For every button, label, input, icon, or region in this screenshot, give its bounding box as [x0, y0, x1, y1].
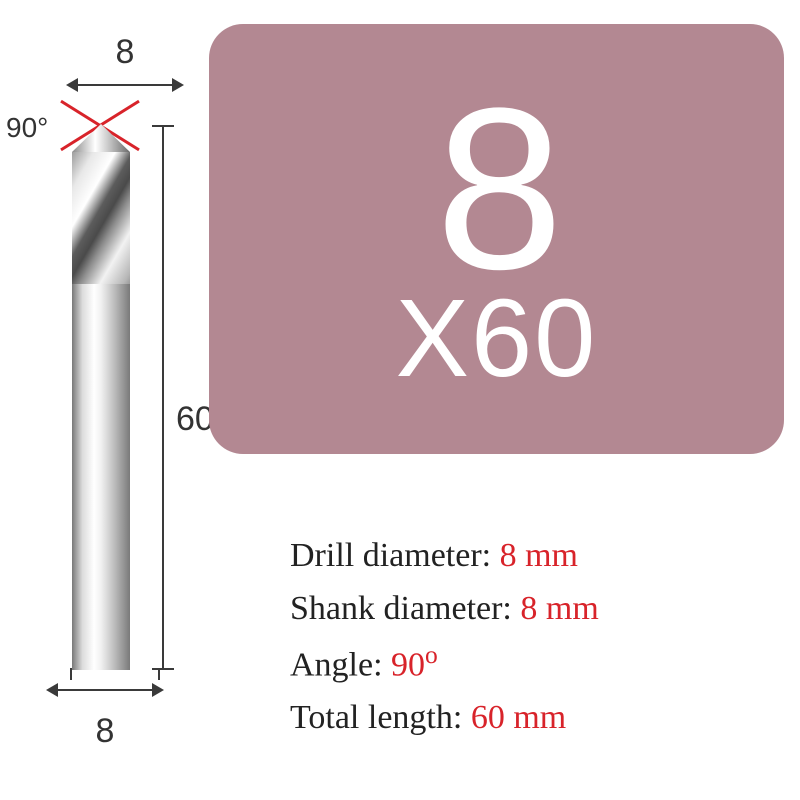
bottom-width-arrows: [40, 680, 170, 700]
spec-line: Drill diameter: 8 mm: [290, 530, 780, 583]
spec-value: 8 mm: [520, 590, 598, 627]
spec-value: 90: [391, 647, 425, 684]
spec-label: Angle:: [290, 647, 391, 684]
spec-label: Drill diameter:: [290, 537, 500, 574]
degree-symbol: o: [425, 640, 438, 669]
angle-label: 90°: [6, 112, 48, 144]
size-card-main: 8: [436, 85, 558, 292]
length-guide-line: [162, 125, 164, 670]
drill-bit-illustration: [72, 124, 130, 670]
drill-diagram: 8 90° 60 8: [0, 0, 240, 800]
spec-label: Total length:: [290, 699, 471, 736]
bottom-width-value: 8: [40, 714, 170, 748]
top-width-arrows: [60, 75, 190, 95]
size-card-sub: X60: [396, 284, 598, 394]
top-width-value: 8: [60, 35, 190, 69]
spec-line: Shank diameter: 8 mm: [290, 583, 780, 636]
spec-line: Angle: 90o: [290, 635, 780, 692]
spec-list: Drill diameter: 8 mmShank diameter: 8 mm…: [290, 530, 780, 745]
spec-value: 8 mm: [500, 537, 578, 574]
size-card: 8 X60: [209, 24, 784, 454]
top-width-measure: 8: [60, 35, 190, 95]
spec-value: 60 mm: [471, 699, 566, 736]
bottom-width-measure: 8: [40, 680, 170, 748]
spec-line: Total length: 60 mm: [290, 692, 780, 745]
spec-label: Shank diameter:: [290, 590, 520, 627]
